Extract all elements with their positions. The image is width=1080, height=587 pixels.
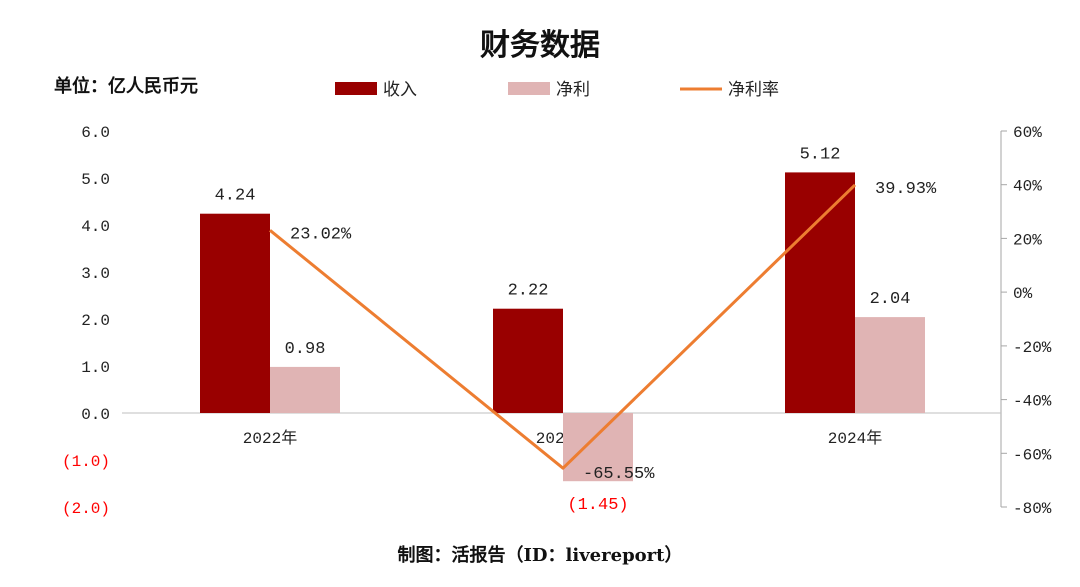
- legend-label: 收入: [383, 80, 417, 100]
- y-right-tick-label: 20%: [1013, 231, 1042, 249]
- legend-label: 净利率: [728, 80, 779, 100]
- bar-value-label: 4.24: [215, 187, 256, 206]
- bar-value-label: (1.45): [567, 496, 628, 515]
- y-left-tick-label: (1.0): [62, 453, 110, 471]
- legend: 收入 净利 净利率: [335, 80, 779, 100]
- legend-swatch: [335, 82, 377, 95]
- unit-label: 单位：亿人民币元: [54, 75, 198, 97]
- y-left-tick-label: 6.0: [81, 124, 110, 142]
- chart-title: 财务数据: [480, 28, 600, 63]
- line-value-label: 39.93%: [875, 180, 937, 199]
- chart-footer: 制图：活报告（ID：livereport）: [398, 544, 683, 566]
- bar-net-profit: [563, 413, 633, 482]
- y-right-tick-label: 60%: [1013, 124, 1042, 142]
- bar-value-label: 0.98: [285, 340, 326, 359]
- line-value-label: -65.55%: [583, 465, 655, 484]
- bar-revenue: [785, 172, 855, 413]
- y-right-tick-label: 0%: [1013, 285, 1033, 303]
- bar-net-profit: [855, 317, 925, 413]
- bar-value-label: 5.12: [800, 145, 841, 164]
- bar-net-profit: [270, 366, 340, 413]
- y-left-tick-label: 5.0: [81, 171, 110, 189]
- y-left-tick-label: 0.0: [81, 406, 110, 424]
- y-left-tick-label: 4.0: [81, 218, 110, 236]
- legend-swatch: [508, 82, 550, 95]
- x-tick-label: 2022年: [243, 429, 297, 448]
- y-right-tick-label: 40%: [1013, 178, 1042, 196]
- y-right-tick-label: -40%: [1013, 393, 1052, 411]
- bar-value-label: 2.22: [508, 282, 549, 301]
- bars: [200, 172, 925, 482]
- net-margin-line: [269, 183, 857, 470]
- y-right-tick-label: -80%: [1013, 500, 1052, 518]
- bar-revenue: [493, 308, 563, 413]
- y-left-tick-label: 2.0: [81, 312, 110, 330]
- y-right-tick-label: -60%: [1013, 446, 1052, 464]
- bar-revenue: [200, 213, 270, 413]
- data-labels: 4.24 2.22 5.12 0.98 (1.45) 2.04 23.02% -65.55% 3…: [215, 145, 937, 515]
- y-left-tick-label: 3.0: [81, 265, 110, 283]
- margin-line: [269, 183, 857, 470]
- bar-value-label: 2.04: [870, 290, 911, 309]
- y-left-tick-label: 1.0: [81, 359, 110, 377]
- y-left-tick-label: (2.0): [62, 500, 110, 518]
- line-value-label: 23.02%: [290, 225, 352, 244]
- legend-label: 净利: [556, 80, 590, 100]
- x-tick-label: 2024年: [828, 429, 882, 448]
- y-right-tick-label: -20%: [1013, 339, 1052, 357]
